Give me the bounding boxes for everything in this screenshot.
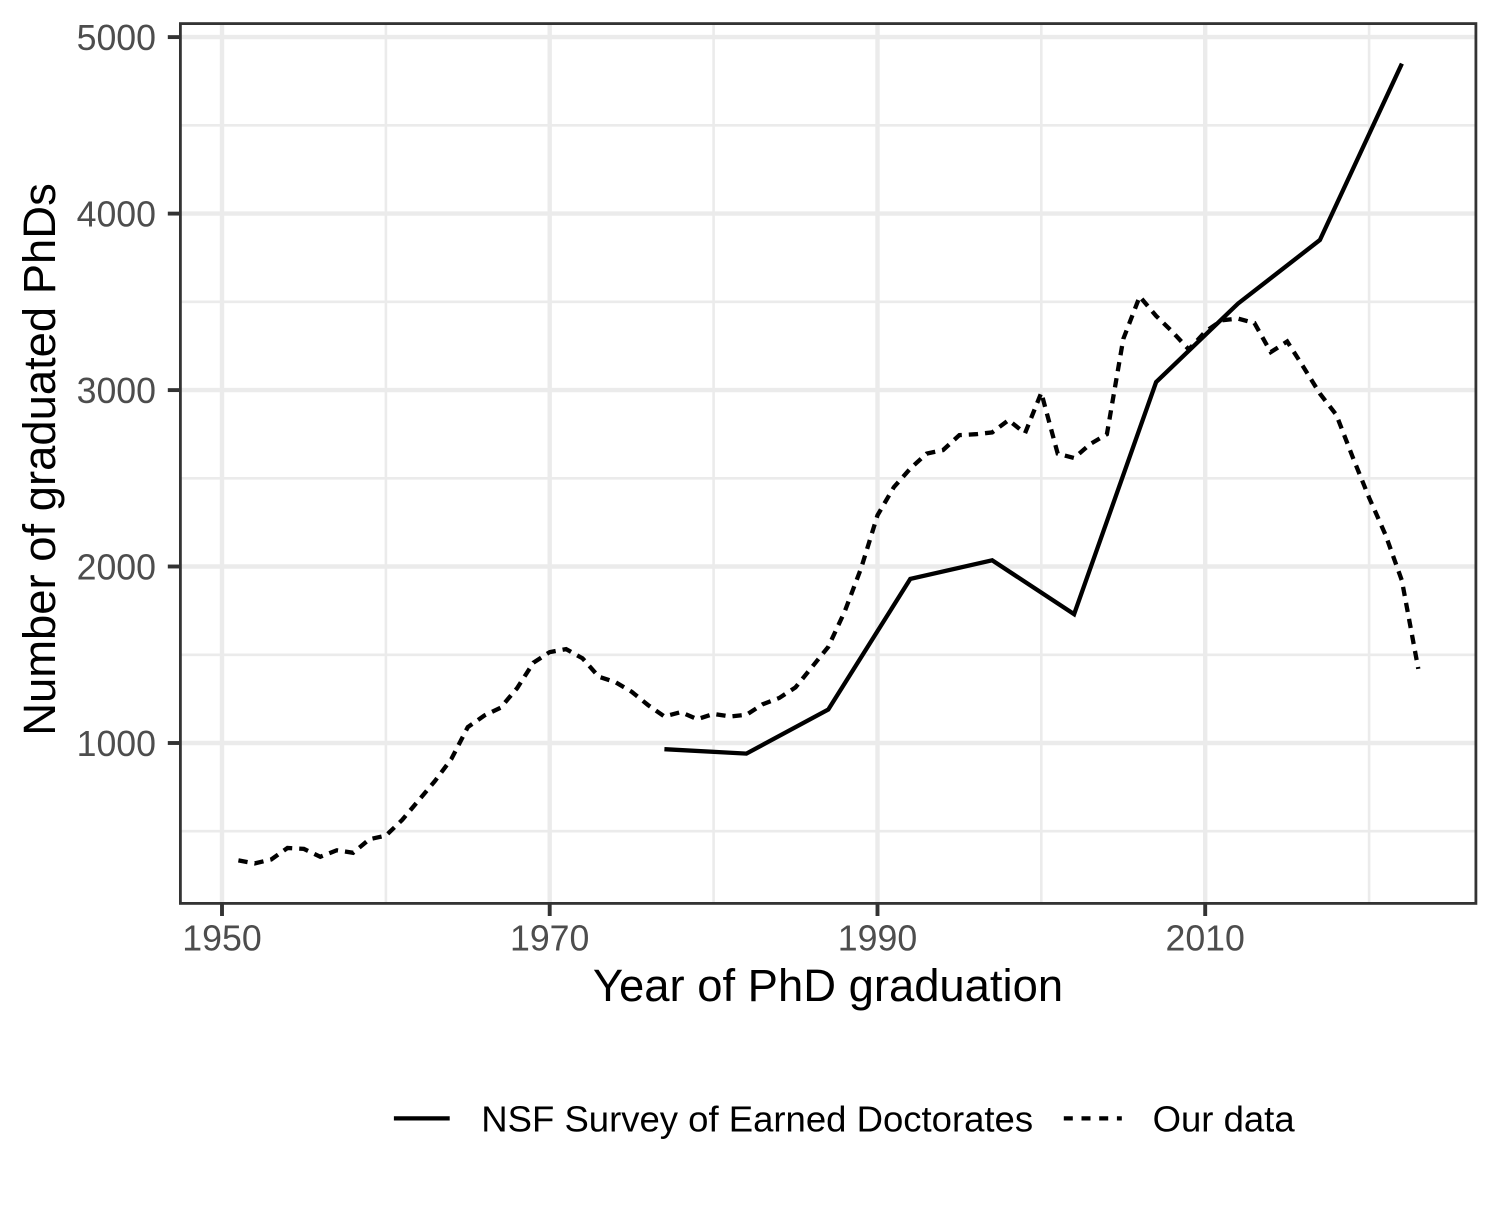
svg-text:1950: 1950 [182,919,261,959]
svg-text:3000: 3000 [77,371,156,411]
svg-text:2010: 2010 [1165,919,1244,959]
svg-text:1970: 1970 [510,919,589,959]
svg-text:Year of PhD graduation: Year of PhD graduation [593,960,1063,1011]
svg-text:1000: 1000 [77,724,156,764]
svg-text:1990: 1990 [838,919,917,959]
svg-text:2000: 2000 [77,548,156,588]
svg-text:Number of graduated PhDs: Number of graduated PhDs [14,183,65,736]
svg-text:5000: 5000 [77,18,156,58]
svg-text:4000: 4000 [77,195,156,235]
svg-text:Our data: Our data [1153,1098,1296,1139]
svg-text:NSF Survey of Earned Doctorate: NSF Survey of Earned Doctorates [481,1098,1033,1139]
